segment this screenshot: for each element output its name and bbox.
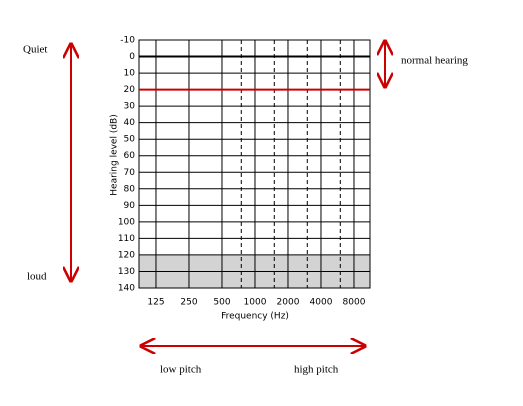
- y-tick-label: 100: [118, 217, 135, 227]
- y-tick-label: 20: [124, 85, 136, 95]
- y-tick-label: 140: [118, 284, 135, 294]
- y-tick-label: 110: [118, 234, 135, 244]
- normal-hearing-label: normal hearing: [401, 55, 468, 67]
- y-tick-label: 120: [118, 250, 135, 260]
- loud-label: loud: [27, 271, 47, 283]
- y-tick-label: 70: [124, 168, 136, 178]
- plot-border: [138, 39, 371, 289]
- x-tick-label: 250: [180, 298, 197, 308]
- y-tick-label: 50: [124, 135, 136, 145]
- y-tick-label: 80: [124, 184, 136, 194]
- x-tick-label: 2000: [277, 298, 300, 308]
- high-pitch-label: high pitch: [294, 364, 339, 376]
- y-tick-label: 10: [124, 69, 136, 79]
- x-tick-label: 500: [213, 298, 230, 308]
- y-tick-label: 90: [124, 201, 136, 211]
- x-tick-label: 4000: [310, 298, 333, 308]
- x-axis-label: Frequency (Hz): [221, 312, 289, 322]
- plot-area: -10 0 10 20 30 40 50 60 70 80 90 100 110 120 130 140 125…: [118, 36, 371, 308]
- y-tick-label: 130: [118, 267, 135, 277]
- y-tick-label: 0: [129, 52, 135, 62]
- y-tick-label: 60: [124, 151, 136, 161]
- low-pitch-label: low pitch: [160, 364, 202, 376]
- y-axis-label: Hearing level (dB): [110, 114, 120, 195]
- y-tick-label: 40: [124, 118, 136, 128]
- x-tick-label: 8000: [343, 298, 366, 308]
- x-tick-label: 1000: [244, 298, 267, 308]
- quiet-label: Quiet: [23, 44, 47, 56]
- y-tick-label: 30: [124, 102, 136, 112]
- y-tick-label: -10: [120, 36, 135, 46]
- x-tick-label: 125: [147, 298, 164, 308]
